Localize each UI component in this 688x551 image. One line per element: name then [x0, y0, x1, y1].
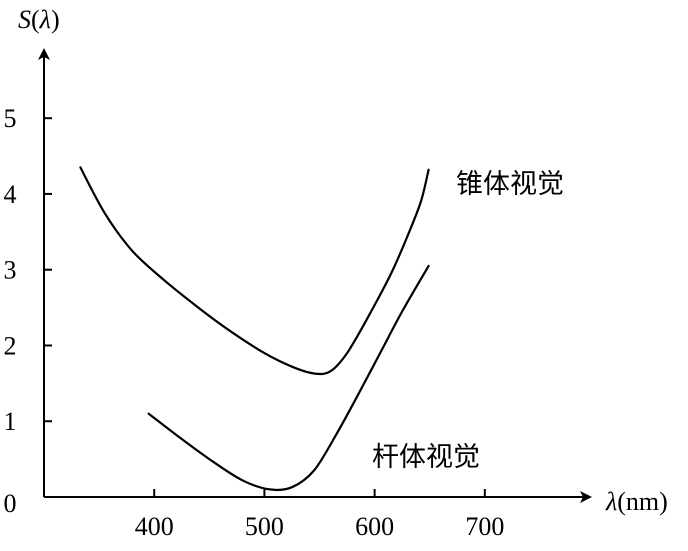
y-tick-label: 4 [4, 180, 17, 209]
y-tick-label: 1 [4, 407, 17, 436]
y-tick-label: 3 [4, 256, 17, 285]
x-tick-label: 500 [245, 512, 284, 541]
series-layer [79, 166, 430, 492]
series-line-cone [79, 166, 430, 376]
y-tick-label: 5 [4, 104, 17, 133]
y-axis-ticks: 1 2 3 4 5 [4, 104, 52, 436]
y-axis-title: S(λ) [18, 5, 60, 34]
x-axis-ticks: 400 500 600 700 [135, 489, 504, 541]
origin-label: 0 [4, 489, 17, 518]
x-tick-label: 400 [135, 512, 174, 541]
x-tick-label: 700 [465, 512, 504, 541]
series-label-rod: 杆体视觉 [372, 442, 480, 473]
x-tick-label: 600 [355, 512, 394, 541]
series-label-cone: 锥体视觉 [456, 169, 564, 200]
y-tick-label: 2 [4, 331, 17, 360]
series-line-rod [147, 264, 430, 492]
x-axis-title: λ(nm) [605, 487, 668, 516]
